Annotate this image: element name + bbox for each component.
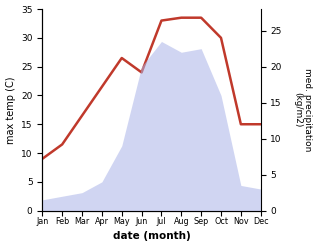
Y-axis label: max temp (C): max temp (C) [5, 76, 16, 144]
Y-axis label: med. precipitation
(kg/m2): med. precipitation (kg/m2) [293, 68, 313, 152]
X-axis label: date (month): date (month) [113, 231, 190, 242]
